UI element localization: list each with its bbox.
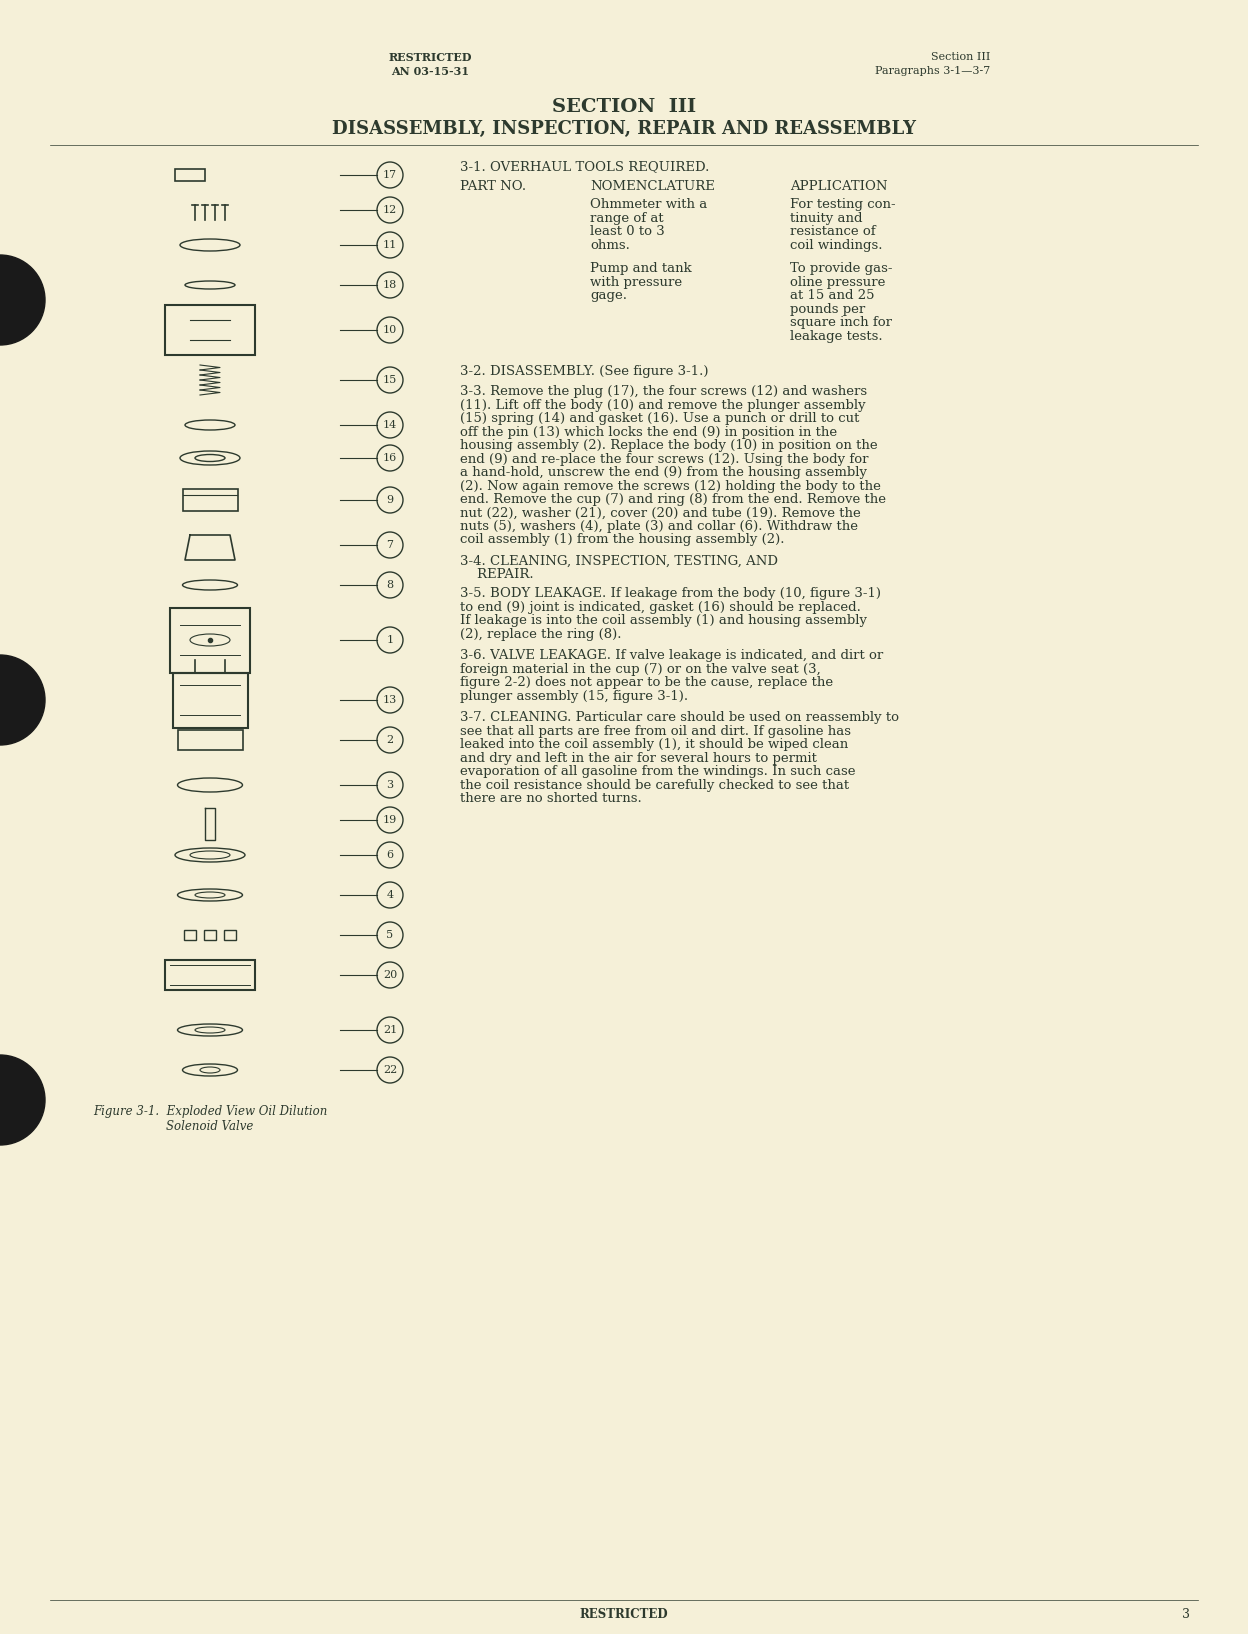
Text: range of at: range of at	[590, 211, 664, 224]
Text: PART NO.: PART NO.	[461, 180, 527, 193]
Text: square inch for: square inch for	[790, 315, 892, 328]
Text: off the pin (13) which locks the end (9) in position in the: off the pin (13) which locks the end (9)…	[461, 425, 837, 438]
Text: DISASSEMBLY, INSPECTION, REPAIR AND REASSEMBLY: DISASSEMBLY, INSPECTION, REPAIR AND REAS…	[332, 119, 916, 137]
Text: 20: 20	[383, 971, 397, 980]
Text: resistance of: resistance of	[790, 225, 876, 239]
Text: 7: 7	[387, 539, 393, 551]
Text: and dry and left in the air for several hours to permit: and dry and left in the air for several …	[461, 752, 817, 765]
Circle shape	[0, 655, 45, 745]
Text: NOMENCLATURE: NOMENCLATURE	[590, 180, 715, 193]
Text: leaked into the coil assembly (1), it should be wiped clean: leaked into the coil assembly (1), it sh…	[461, 739, 849, 752]
Text: 8: 8	[387, 580, 393, 590]
Text: the coil resistance should be carefully checked to see that: the coil resistance should be carefully …	[461, 778, 849, 791]
Text: gage.: gage.	[590, 289, 626, 302]
Text: Ohmmeter with a: Ohmmeter with a	[590, 198, 708, 211]
Text: ohms.: ohms.	[590, 239, 630, 252]
Text: 4: 4	[387, 891, 393, 900]
Text: Section III: Section III	[931, 52, 990, 62]
Text: 22: 22	[383, 1065, 397, 1075]
Text: 9: 9	[387, 495, 393, 505]
Text: SECTION  III: SECTION III	[552, 98, 696, 116]
Text: 14: 14	[383, 420, 397, 430]
Text: 12: 12	[383, 204, 397, 216]
Text: foreign material in the cup (7) or on the valve seat (3,: foreign material in the cup (7) or on th…	[461, 662, 821, 675]
Text: pounds per: pounds per	[790, 302, 865, 315]
Text: APPLICATION: APPLICATION	[790, 180, 887, 193]
Text: 19: 19	[383, 815, 397, 825]
Text: coil assembly (1) from the housing assembly (2).: coil assembly (1) from the housing assem…	[461, 533, 785, 546]
Text: Pump and tank: Pump and tank	[590, 261, 691, 275]
Text: 6: 6	[387, 850, 393, 859]
Text: 1: 1	[387, 636, 393, 645]
Text: nuts (5), washers (4), plate (3) and collar (6). Withdraw the: nuts (5), washers (4), plate (3) and col…	[461, 520, 859, 533]
Ellipse shape	[195, 892, 225, 899]
Text: Paragraphs 3-1—3-7: Paragraphs 3-1—3-7	[875, 65, 990, 77]
Ellipse shape	[195, 1028, 225, 1033]
Text: at 15 and 25: at 15 and 25	[790, 289, 875, 302]
Text: 18: 18	[383, 279, 397, 289]
Text: leakage tests.: leakage tests.	[790, 330, 882, 343]
Text: with pressure: with pressure	[590, 276, 683, 289]
Text: housing assembly (2). Replace the body (10) in position on the: housing assembly (2). Replace the body (…	[461, 440, 877, 453]
Text: (2). Now again remove the screws (12) holding the body to the: (2). Now again remove the screws (12) ho…	[461, 479, 881, 492]
Text: 10: 10	[383, 325, 397, 335]
Text: If leakage is into the coil assembly (1) and housing assembly: If leakage is into the coil assembly (1)…	[461, 614, 867, 627]
Text: nut (22), washer (21), cover (20) and tube (19). Remove the: nut (22), washer (21), cover (20) and tu…	[461, 507, 861, 520]
Text: To provide gas-: To provide gas-	[790, 261, 892, 275]
Text: For testing con-: For testing con-	[790, 198, 896, 211]
Text: there are no shorted turns.: there are no shorted turns.	[461, 792, 641, 806]
Text: 11: 11	[383, 240, 397, 250]
Text: (15) spring (14) and gasket (16). Use a punch or drill to cut: (15) spring (14) and gasket (16). Use a …	[461, 412, 860, 425]
Text: (2), replace the ring (8).: (2), replace the ring (8).	[461, 627, 622, 641]
Ellipse shape	[200, 1067, 220, 1074]
Text: RESTRICTED: RESTRICTED	[579, 1608, 669, 1621]
Text: 16: 16	[383, 453, 397, 462]
Text: 3-4. CLEANING, INSPECTION, TESTING, AND: 3-4. CLEANING, INSPECTION, TESTING, AND	[461, 556, 778, 569]
Text: figure 2-2) does not appear to be the cause, replace the: figure 2-2) does not appear to be the ca…	[461, 676, 834, 690]
Text: coil windings.: coil windings.	[790, 239, 882, 252]
Text: (11). Lift off the body (10) and remove the plunger assembly: (11). Lift off the body (10) and remove …	[461, 399, 866, 412]
Circle shape	[0, 255, 45, 345]
Text: 15: 15	[383, 374, 397, 386]
Text: evaporation of all gasoline from the windings. In such case: evaporation of all gasoline from the win…	[461, 765, 855, 778]
Text: 3-2. DISASSEMBLY. (See figure 3-1.): 3-2. DISASSEMBLY. (See figure 3-1.)	[461, 364, 709, 377]
Text: to end (9) joint is indicated, gasket (16) should be replaced.: to end (9) joint is indicated, gasket (1…	[461, 601, 861, 613]
Text: Figure 3-1.  Exploded View Oil Dilution: Figure 3-1. Exploded View Oil Dilution	[92, 1105, 327, 1118]
Text: AN 03-15-31: AN 03-15-31	[391, 65, 469, 77]
Text: a hand-hold, unscrew the end (9) from the housing assembly: a hand-hold, unscrew the end (9) from th…	[461, 466, 867, 479]
Text: 2: 2	[387, 735, 393, 745]
Text: 5: 5	[387, 930, 393, 940]
Text: see that all parts are free from oil and dirt. If gasoline has: see that all parts are free from oil and…	[461, 724, 851, 737]
Text: 3: 3	[387, 779, 393, 789]
Text: REPAIR.: REPAIR.	[461, 569, 534, 582]
Text: 3-7. CLEANING. Particular care should be used on reassembly to: 3-7. CLEANING. Particular care should be…	[461, 711, 899, 724]
Text: 3-1. OVERHAUL TOOLS REQUIRED.: 3-1. OVERHAUL TOOLS REQUIRED.	[461, 160, 709, 173]
Ellipse shape	[195, 454, 225, 461]
Text: Solenoid Valve: Solenoid Valve	[166, 1119, 253, 1132]
Text: end (9) and re-place the four screws (12). Using the body for: end (9) and re-place the four screws (12…	[461, 453, 869, 466]
Text: 17: 17	[383, 170, 397, 180]
Text: RESTRICTED: RESTRICTED	[388, 52, 472, 64]
Text: 21: 21	[383, 1025, 397, 1034]
Text: oline pressure: oline pressure	[790, 276, 885, 289]
Text: end. Remove the cup (7) and ring (8) from the end. Remove the: end. Remove the cup (7) and ring (8) fro…	[461, 493, 886, 507]
Circle shape	[0, 1056, 45, 1145]
Ellipse shape	[190, 851, 230, 859]
Text: tinuity and: tinuity and	[790, 211, 862, 224]
Text: 3-3. Remove the plug (17), the four screws (12) and washers: 3-3. Remove the plug (17), the four scre…	[461, 386, 867, 399]
Text: 3: 3	[1182, 1608, 1191, 1621]
Text: 3-5. BODY LEAKAGE. If leakage from the body (10, figure 3-1): 3-5. BODY LEAKAGE. If leakage from the b…	[461, 587, 881, 600]
Text: least 0 to 3: least 0 to 3	[590, 225, 665, 239]
Text: 13: 13	[383, 694, 397, 704]
Text: plunger assembly (15, figure 3-1).: plunger assembly (15, figure 3-1).	[461, 690, 688, 703]
Text: 3-6. VALVE LEAKAGE. If valve leakage is indicated, and dirt or: 3-6. VALVE LEAKAGE. If valve leakage is …	[461, 649, 884, 662]
